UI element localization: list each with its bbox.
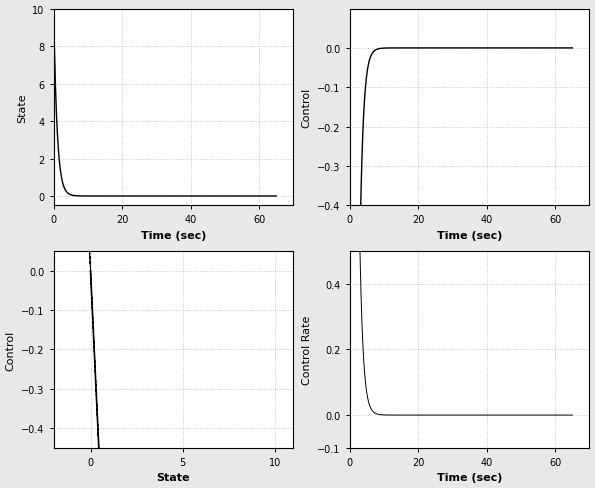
X-axis label: Time (sec): Time (sec): [437, 230, 502, 241]
X-axis label: State: State: [156, 472, 190, 483]
Y-axis label: Control: Control: [5, 330, 15, 370]
Y-axis label: State: State: [17, 93, 27, 122]
Y-axis label: Control Rate: Control Rate: [302, 315, 312, 385]
X-axis label: Time (sec): Time (sec): [141, 230, 206, 241]
X-axis label: Time (sec): Time (sec): [437, 472, 502, 483]
Y-axis label: Control: Control: [302, 88, 312, 128]
